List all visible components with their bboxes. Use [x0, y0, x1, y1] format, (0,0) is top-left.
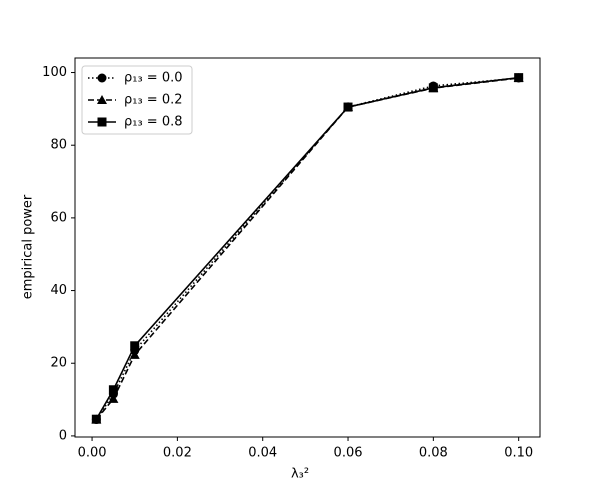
- y-tick-label: 0: [59, 428, 67, 443]
- y-tick-label: 20: [50, 356, 67, 371]
- y-tick-label: 80: [50, 138, 67, 153]
- legend-label: ρ₁₃ = 0.0: [124, 71, 183, 86]
- x-tick-label: 0.02: [163, 446, 192, 461]
- y-tick-label: 100: [42, 65, 67, 80]
- line: [95, 77, 519, 421]
- x-axis-label: λ₃²: [291, 467, 309, 482]
- plot-frame: [74, 57, 541, 438]
- legend-marker: [97, 73, 107, 83]
- x-tick-label: 0.08: [419, 446, 448, 461]
- line: [95, 76, 519, 420]
- x-tick-label: 0.06: [334, 446, 363, 461]
- marker: [108, 385, 118, 395]
- legend-marker: [97, 95, 107, 104]
- legend-label: ρ₁₃ = 0.8: [124, 115, 183, 130]
- marker: [130, 341, 140, 351]
- legend-box: [81, 65, 193, 135]
- y-axis-label: empirical power: [21, 194, 36, 299]
- marker: [91, 414, 101, 424]
- x-tick-label: 0.10: [504, 446, 533, 461]
- legend-label: ρ₁₃ = 0.2: [124, 93, 183, 108]
- x-tick-label: 0.04: [248, 446, 277, 461]
- y-tick-label: 40: [50, 283, 67, 298]
- marker: [129, 349, 140, 359]
- y-tick-label: 60: [50, 210, 67, 225]
- x-tick-label: 0.00: [78, 446, 107, 461]
- marker: [428, 83, 438, 93]
- marker: [514, 73, 524, 83]
- marker: [343, 102, 353, 112]
- marker: [108, 393, 119, 403]
- legend-marker: [97, 117, 107, 127]
